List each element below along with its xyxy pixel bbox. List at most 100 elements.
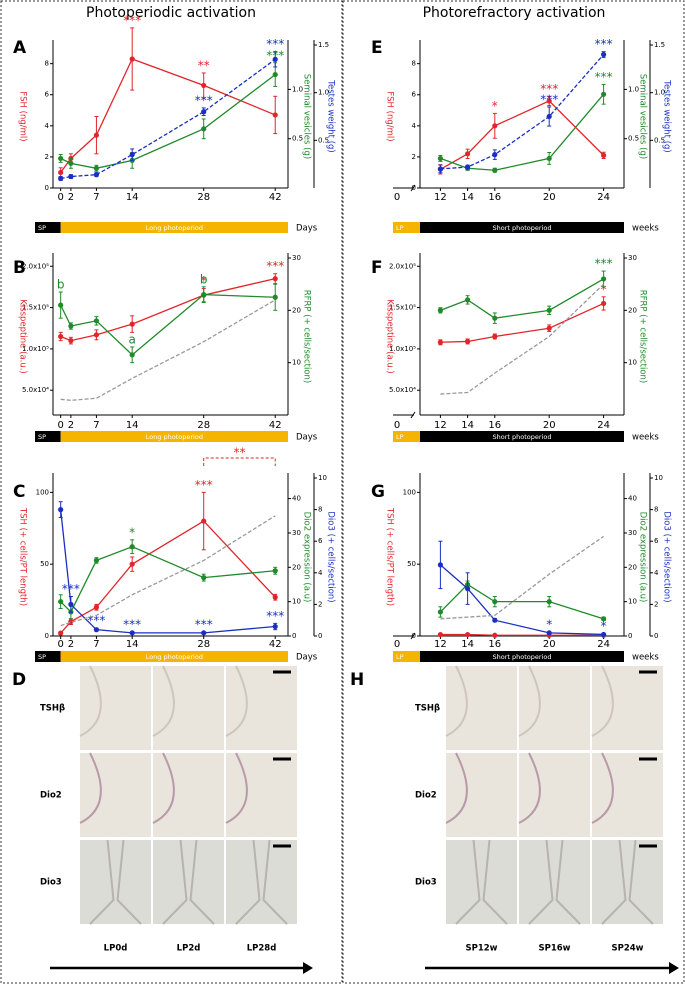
y-tick-label: 5.0x10⁴ [389,386,416,394]
point [201,292,207,298]
point [492,632,498,638]
point [546,113,552,120]
y-tick-label: 6 [45,91,50,99]
point [272,112,278,118]
series-line [60,293,276,356]
period-bar [60,431,289,442]
point [492,617,498,623]
tissue-edge [152,665,175,737]
period-bar [420,651,624,662]
x-axis-label: Days [296,433,318,443]
y3-tick-label: 2 [318,600,322,608]
point [465,338,471,345]
x-tick-label: 12 [434,192,447,203]
y2-tick-label: 30 [292,529,301,537]
period-label: LP [396,653,404,661]
x-tick-label: 14 [461,192,474,203]
y-axis-label: TSH (+ cells/PT length) [385,507,395,606]
row-label: Dio2 [415,791,437,801]
column-label: SP16w [538,944,570,954]
y2-tick-label: 10 [628,598,637,606]
y-tick-label: 1.5x10⁵ [389,304,416,312]
y3-tick-label: 1.0 [654,89,665,97]
point [201,82,207,89]
point [58,333,64,340]
y2-tick-label: 20 [628,563,637,571]
annotation: *** [123,618,141,632]
y2-tick-label: 10 [292,359,301,367]
point [129,352,135,358]
period-label: SP [38,433,46,441]
series-line [440,283,605,395]
point [492,599,498,605]
y-tick-label: 1.5x10⁵ [22,304,49,312]
y3-tick-label: 6 [318,537,323,545]
y-tick-label: 50 [407,560,416,568]
tissue-edge [518,665,541,737]
x-axis-label: weeks [632,433,659,443]
x-tick-label: 14 [126,192,139,203]
x-tick-label: 7 [93,192,99,203]
y2-axis-label: Dio2 expression (a.u) [302,512,312,603]
annotation: b [57,278,65,292]
tissue-edge [79,665,102,737]
period-label: Long photoperiod [146,433,203,441]
ventricle [455,839,508,925]
y-tick-label: 8 [45,60,49,68]
y-tick-label: 0 [45,632,49,640]
x-tick-label: 0 [57,192,63,203]
series-line [60,545,276,614]
y-tick-label: 0 [412,632,416,640]
point [93,332,100,338]
x-tick-label: 7 [93,420,99,431]
micrograph [80,753,151,837]
point [437,166,443,172]
tissue-edge [79,752,102,824]
panel-label: H [350,670,364,690]
micrograph [446,753,517,837]
y2-tick-label: 0 [292,632,296,640]
annotation: *** [195,478,213,492]
point [601,91,607,97]
x-tick-label: 20 [543,192,556,203]
x-tick-label: 28 [197,639,210,650]
y3-tick-label: 0.5 [318,136,329,144]
y2-axis-label: RFRP (+ cells/section) [638,290,648,384]
annotation: b [200,272,208,286]
column-frame [342,0,685,984]
point [437,339,443,345]
y3-tick-label: 4 [318,569,323,577]
y-tick-label: 8 [412,60,416,68]
point [93,172,100,178]
point [272,56,278,62]
period-label: SP [38,653,46,661]
period-bar [60,222,289,233]
y-tick-label: 2.0x10⁵ [389,262,416,270]
point [272,594,278,600]
ventricle [162,839,215,925]
y2-axis-label: RFRP (+ cells/section) [302,290,312,384]
micrograph [519,666,590,750]
series-line [440,302,604,343]
y-tick-label: 4 [412,122,417,130]
annotation: *** [266,609,284,623]
point [272,623,278,630]
panel-label: F [371,258,383,278]
annotation: * [129,525,135,539]
micrograph [446,840,517,924]
point [272,276,278,282]
tissue-edge [152,752,175,824]
period-label: Short photoperiod [493,653,552,661]
y2-axis-label: Dio2 expression (a.u) [638,512,648,603]
micrograph [446,666,517,750]
tissue-edge [591,752,614,824]
annotation: * [492,99,498,113]
y3-tick-label: 0 [318,632,322,640]
y2-tick-label: 30 [628,254,637,262]
x-tick-label: 2 [68,420,74,431]
ventricle [235,839,288,925]
point [437,609,443,615]
row-label: TSHβ [415,704,440,714]
x-break [410,632,416,640]
